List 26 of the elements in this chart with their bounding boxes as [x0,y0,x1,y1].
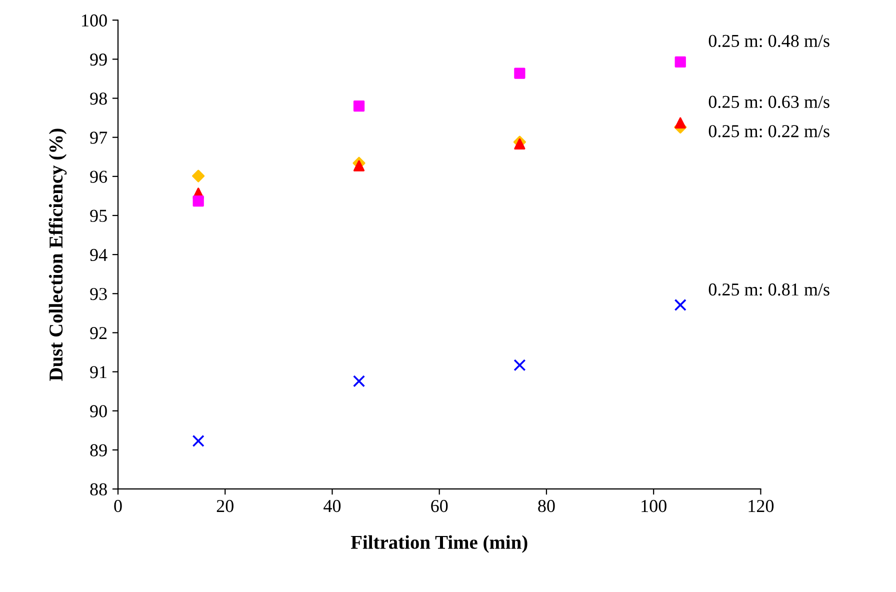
x-tick-label: 100 [642,500,666,512]
y-tick-label: 93 [90,288,107,300]
x-tick-label: 40 [324,500,341,512]
y-tick-label: 96 [90,170,108,183]
y-tick-label: 90 [90,405,107,418]
y-tick-label: 97 [90,132,108,144]
y-tick-label: 89 [90,444,107,456]
series-label: 0.25 m: 0.81 m/s [708,283,830,296]
y-tick-label: 99 [90,54,107,66]
y-axis-title: Dust Collection Efficiency (%) [48,128,67,381]
y-tick-label: 94 [90,248,108,261]
x-axis-title: Filtration Time (min) [350,535,528,553]
series-label: 0.25 m: 0.22 m/s [708,125,830,138]
y-tick-label: 100 [82,14,107,27]
x-tick-label: 0 [114,500,122,512]
y-tick-label: 91 [90,366,107,378]
x-tick-label: 120 [748,500,774,512]
y-tick-label: 95 [90,210,107,222]
y-tick-label: 98 [90,92,107,105]
x-tick-label: 20 [216,500,234,512]
series-label: 0.25 m: 0.63 m/s [708,96,830,108]
y-tick-label: 88 [90,483,107,496]
x-tick-label: 80 [538,500,555,512]
x-tick-label: 60 [431,500,448,512]
series-label: 0.25 m: 0.48 m/s [708,34,830,48]
y-tick-label: 92 [90,327,107,340]
